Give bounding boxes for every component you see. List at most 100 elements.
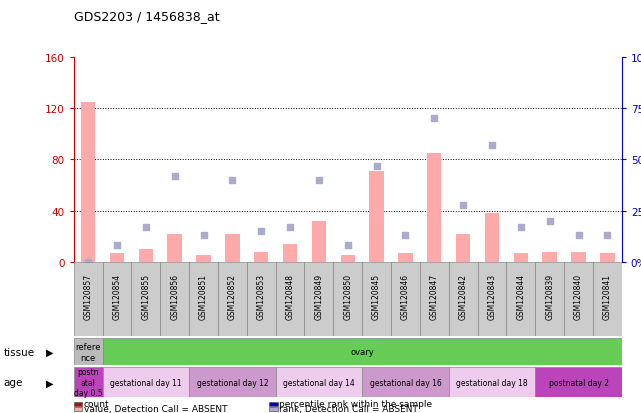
Bar xyxy=(138,249,153,262)
Text: age: age xyxy=(3,377,22,387)
Bar xyxy=(369,171,384,262)
Bar xyxy=(449,368,535,397)
Text: GSM120851: GSM120851 xyxy=(199,273,208,319)
Bar xyxy=(456,234,470,262)
Text: GSM120855: GSM120855 xyxy=(141,273,151,319)
Bar xyxy=(600,253,615,262)
Bar xyxy=(593,262,622,337)
Bar xyxy=(276,368,362,397)
Text: postn
atal
day 0.5: postn atal day 0.5 xyxy=(74,368,103,397)
Point xyxy=(544,218,554,225)
Bar xyxy=(398,253,413,262)
Point xyxy=(487,142,497,149)
Text: GSM120843: GSM120843 xyxy=(487,273,497,319)
Bar xyxy=(189,368,276,397)
Bar xyxy=(254,252,269,262)
Point xyxy=(227,177,237,184)
Text: percentile rank within the sample: percentile rank within the sample xyxy=(279,399,433,408)
Bar xyxy=(189,262,218,337)
Text: rank, Detection Call = ABSENT: rank, Detection Call = ABSENT xyxy=(279,404,419,413)
Bar xyxy=(571,252,586,262)
Text: gestational day 16: gestational day 16 xyxy=(370,378,441,387)
Bar xyxy=(131,262,160,337)
Bar xyxy=(247,262,276,337)
Bar xyxy=(391,262,420,337)
Bar xyxy=(225,234,240,262)
Text: tissue: tissue xyxy=(3,347,35,357)
Text: GSM120841: GSM120841 xyxy=(603,273,612,319)
Text: GSM120850: GSM120850 xyxy=(343,273,353,319)
Bar xyxy=(276,262,304,337)
Text: gestational day 11: gestational day 11 xyxy=(110,378,181,387)
Point xyxy=(199,233,209,239)
Bar xyxy=(81,102,96,262)
Point xyxy=(371,163,381,169)
Bar xyxy=(283,244,297,262)
Text: gestational day 18: gestational day 18 xyxy=(456,378,528,387)
Text: GSM120848: GSM120848 xyxy=(285,273,295,319)
Point xyxy=(169,173,179,180)
Bar xyxy=(196,256,211,262)
Bar xyxy=(420,262,449,337)
Text: GSM120839: GSM120839 xyxy=(545,273,554,319)
Bar xyxy=(110,253,124,262)
Text: GSM120847: GSM120847 xyxy=(429,273,439,319)
Bar xyxy=(312,221,326,262)
Text: refere
nce: refere nce xyxy=(76,342,101,362)
Point xyxy=(573,233,583,239)
Text: gestational day 14: gestational day 14 xyxy=(283,378,354,387)
Bar xyxy=(535,262,564,337)
Bar xyxy=(74,368,103,397)
Text: value, Detection Call = ABSENT: value, Detection Call = ABSENT xyxy=(84,404,228,413)
Bar xyxy=(513,253,528,262)
Text: GSM120852: GSM120852 xyxy=(228,273,237,319)
Bar xyxy=(340,256,355,262)
Text: GDS2203 / 1456838_at: GDS2203 / 1456838_at xyxy=(74,10,219,23)
Text: ovary: ovary xyxy=(350,348,374,356)
Bar xyxy=(506,262,535,337)
Bar xyxy=(449,262,478,337)
Point xyxy=(256,228,267,235)
Text: GSM120849: GSM120849 xyxy=(314,273,324,319)
Bar xyxy=(362,262,391,337)
Bar xyxy=(535,368,622,397)
Bar xyxy=(542,252,557,262)
Text: GSM120842: GSM120842 xyxy=(458,273,468,319)
Bar xyxy=(333,262,362,337)
Point xyxy=(429,116,439,122)
Point xyxy=(112,242,122,249)
Bar xyxy=(160,262,189,337)
Bar xyxy=(485,214,499,262)
Bar xyxy=(103,262,131,337)
Bar xyxy=(304,262,333,337)
Point xyxy=(342,242,353,249)
Text: GSM120845: GSM120845 xyxy=(372,273,381,319)
Point xyxy=(515,224,526,231)
Point xyxy=(603,233,613,239)
Bar xyxy=(362,368,449,397)
Bar xyxy=(167,234,182,262)
Point xyxy=(83,259,94,266)
Text: postnatal day 2: postnatal day 2 xyxy=(549,378,608,387)
Text: ▶: ▶ xyxy=(46,347,54,357)
Text: count: count xyxy=(84,399,110,408)
Bar xyxy=(103,368,189,397)
Text: GSM120844: GSM120844 xyxy=(516,273,526,319)
Point xyxy=(285,224,295,231)
Bar xyxy=(564,262,593,337)
Bar xyxy=(218,262,247,337)
Text: GSM120854: GSM120854 xyxy=(112,273,122,319)
Text: gestational day 12: gestational day 12 xyxy=(197,378,268,387)
Text: GSM120846: GSM120846 xyxy=(401,273,410,319)
Bar xyxy=(478,262,506,337)
Text: GSM120853: GSM120853 xyxy=(256,273,266,319)
Text: ▶: ▶ xyxy=(46,377,54,387)
Point xyxy=(314,177,324,184)
Bar xyxy=(74,339,103,366)
Bar xyxy=(74,262,103,337)
Point xyxy=(458,202,468,208)
Point xyxy=(400,233,410,239)
Text: GSM120856: GSM120856 xyxy=(170,273,179,319)
Text: GSM120857: GSM120857 xyxy=(83,273,93,319)
Text: GSM120840: GSM120840 xyxy=(574,273,583,319)
